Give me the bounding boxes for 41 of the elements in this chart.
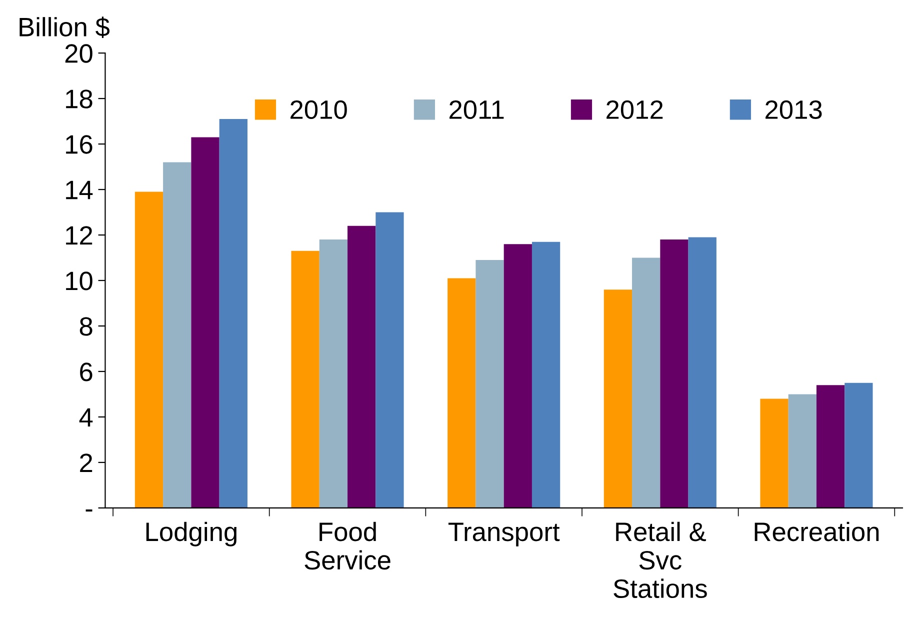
x-tick-label: Retail & Svc Stations [614,522,707,598]
bar [688,237,716,508]
legend-label: 2013 [766,100,822,120]
bar [816,385,845,508]
bar [134,192,164,508]
y-tick-label: 16 [66,135,92,154]
y-tick-label: 4 [79,408,93,427]
bar [504,244,532,508]
bar [844,382,873,508]
bar [291,250,320,508]
bar [604,290,632,508]
x-tick-label: Food Service [304,522,390,570]
legend-label: 2011 [450,100,504,120]
x-tick-label: Lodging [146,522,236,546]
bar [163,162,192,508]
bar [376,212,404,508]
bar [448,278,476,508]
bar [632,258,660,508]
y-tick-label: - [86,509,92,512]
y-tick-label: 18 [66,90,92,108]
bar [760,398,788,508]
y-tick-label: 6 [80,362,92,382]
legend-label: 2010 [290,100,347,120]
x-tick-label: Recreation [754,522,879,542]
bar [348,226,376,508]
y-tick-label: 8 [80,317,92,336]
bar [788,394,816,508]
legend-label: 2012 [606,100,663,120]
y-tick-label: 20 [65,44,92,63]
x-tick-label: Transport [448,522,560,546]
bar [660,240,688,508]
bar [532,242,560,508]
bar [219,119,248,508]
bar [476,260,504,508]
bar [191,137,220,508]
y-tick-label: 2 [80,454,92,472]
y-tick-label: 10 [66,272,92,290]
y-tick-label: 14 [66,180,93,200]
bar [319,240,348,508]
y-tick-label: 12 [66,226,92,245]
y-axis-title: Billion $ [20,16,110,38]
